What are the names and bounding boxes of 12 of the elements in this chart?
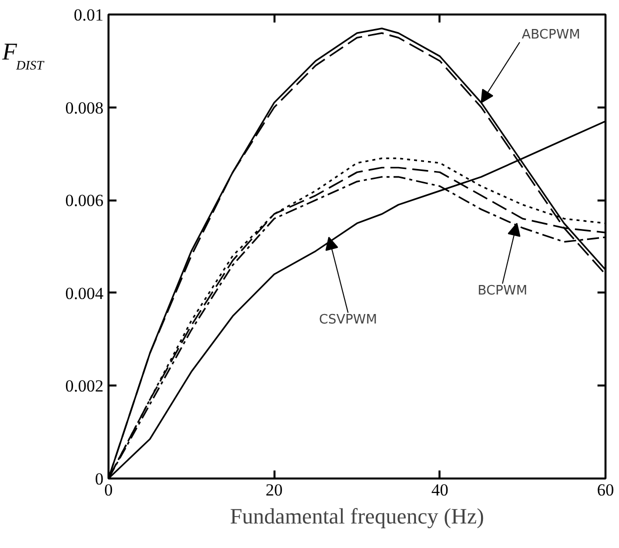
y-tick-label: 0.006 xyxy=(65,191,104,210)
x-tick-label: 20 xyxy=(266,480,283,500)
annotation: BCPWM xyxy=(478,284,528,299)
y-tick-label: 0.004 xyxy=(65,284,104,303)
x-tick-label: 40 xyxy=(431,480,448,500)
annotation: ABCPWM xyxy=(522,27,580,42)
y-tick-label: 0.01 xyxy=(74,6,104,24)
annotation: CSVPWM xyxy=(318,312,378,328)
x-axis-title: Fundamental frequency (Hz) xyxy=(230,504,484,528)
y-tick-label: 0.002 xyxy=(65,376,104,396)
x-tick-label: 60 xyxy=(597,480,614,500)
y-tick-label: 0.008 xyxy=(65,98,104,118)
